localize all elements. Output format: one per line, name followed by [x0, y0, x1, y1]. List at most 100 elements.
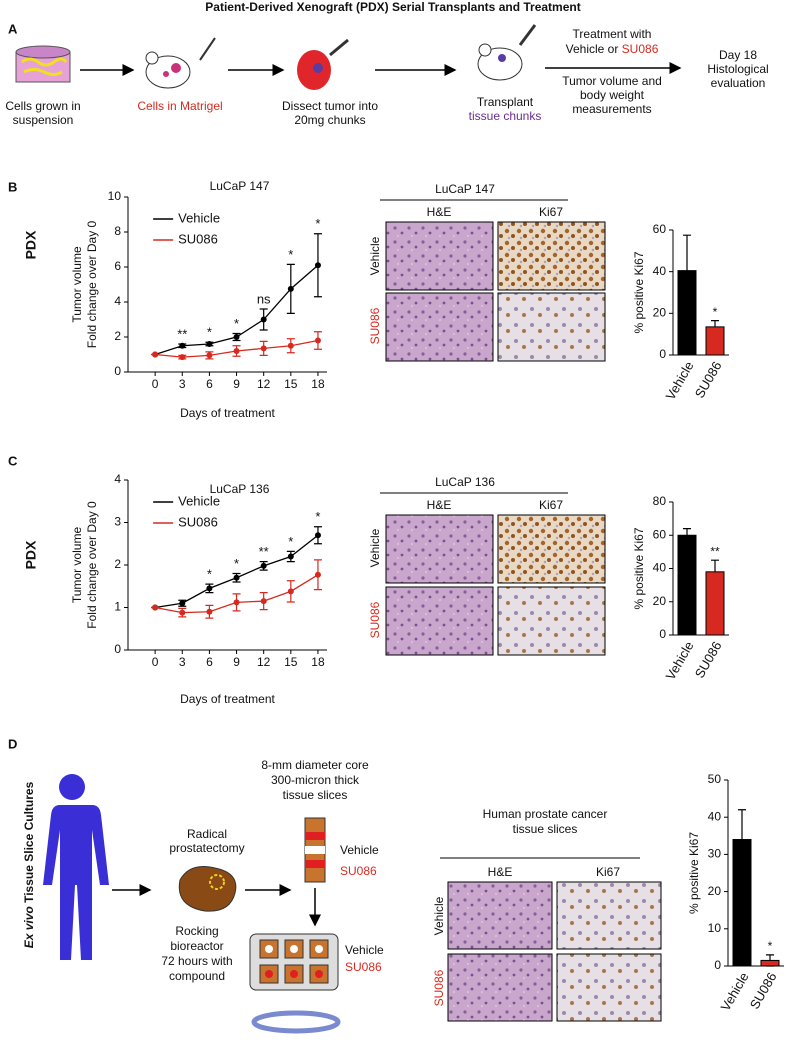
column-label: Ki67 [539, 205, 563, 219]
y-tick-label: 8 [114, 224, 121, 238]
step-text: 300-micron thick [271, 773, 360, 787]
step-text: bioreactor [170, 939, 223, 953]
point [260, 345, 267, 352]
x-tick-label: 3 [179, 377, 186, 391]
point [206, 352, 213, 359]
significance: ns [257, 291, 271, 306]
significance: * [234, 556, 239, 571]
step-text: SU086 [622, 42, 659, 56]
arm-label: Vehicle [345, 943, 384, 957]
bar [677, 270, 697, 356]
point [152, 604, 159, 611]
y-tick-label: 3 [114, 515, 121, 529]
significance: * [713, 305, 718, 319]
step-text: Dissect tumor into [282, 99, 378, 113]
x-tick-label: 15 [284, 655, 298, 669]
chart-title: LuCaP 136 [210, 482, 270, 496]
side-title: Ex vivo [22, 906, 36, 948]
point [260, 562, 267, 569]
point [314, 532, 321, 539]
point [152, 351, 159, 358]
mouse-icon [145, 37, 216, 89]
y-tick-label: 80 [653, 494, 667, 508]
x-tick-label: SU086 [692, 359, 725, 401]
x-tick-label: Vehicle [663, 359, 697, 403]
bar [705, 571, 725, 636]
x-tick-label: Vehicle [718, 970, 752, 1014]
legend-label: Vehicle [178, 210, 220, 225]
y-axis-label: % positive Ki67 [632, 527, 646, 609]
micrograph [497, 221, 606, 291]
step-text: Transplant [477, 95, 534, 109]
point [179, 342, 186, 349]
step-text: measurements [572, 102, 651, 116]
point [287, 588, 294, 595]
step-text: 8-mm diameter core [261, 758, 369, 772]
x-tick-label: 9 [233, 655, 240, 669]
y-tick-label: 40 [708, 809, 722, 823]
bar [705, 326, 725, 356]
y-tick-label: 40 [653, 264, 667, 278]
x-tick-label: 0 [152, 377, 159, 391]
y-axis-label: Fold change over Day 0 [85, 501, 99, 629]
y-axis-label: % positive Ki67 [687, 832, 701, 914]
y-tick-label: 60 [653, 527, 667, 541]
step-text: Rocking [175, 924, 218, 938]
micrograph [447, 881, 553, 950]
panel-label: A [8, 21, 18, 36]
step-text: 20mg chunks [294, 113, 365, 127]
image-title: Human prostate cancer [483, 807, 608, 821]
significance: * [315, 216, 320, 231]
human-icon [43, 774, 109, 960]
point [260, 598, 267, 605]
y-tick-label: 40 [653, 561, 667, 575]
y-tick-label: 0 [114, 642, 121, 656]
significance: ** [259, 544, 269, 559]
image-title: LuCaP 147 [435, 182, 495, 196]
bioreactor-icon [249, 933, 341, 1034]
x-axis-label: Days of treatment [180, 692, 275, 706]
step-text: Histological [707, 62, 768, 76]
chart-title: LuCaP 147 [210, 179, 270, 193]
y-axis-label: Tumor volume [70, 527, 84, 604]
row-label: SU086 [368, 307, 382, 344]
tumor-icon [297, 38, 349, 90]
row-label: Vehicle [368, 528, 382, 567]
x-tick-label: 12 [257, 377, 271, 391]
step-text: Vehicle or [566, 42, 619, 56]
step-text: suspension [13, 113, 74, 127]
column-label: Ki67 [539, 498, 563, 512]
significance: * [288, 534, 293, 549]
point [287, 285, 294, 292]
significance: * [768, 939, 773, 953]
point [260, 316, 267, 323]
point [179, 354, 186, 361]
x-tick-label: 6 [206, 377, 213, 391]
bar [760, 959, 780, 967]
point [206, 341, 213, 347]
point [314, 337, 321, 344]
y-tick-label: 60 [653, 222, 667, 236]
y-tick-label: 6 [114, 259, 121, 273]
x-tick-label: 15 [284, 377, 298, 391]
row-label: SU086 [368, 601, 382, 638]
model-label: PDX [23, 230, 39, 259]
column-label: H&E [488, 865, 513, 879]
x-tick-label: 12 [257, 655, 271, 669]
x-tick-label: 9 [233, 377, 240, 391]
row-label: SU086 [432, 969, 446, 1006]
micrograph [447, 953, 553, 1022]
x-tick-label: Vehicle [663, 639, 697, 683]
point [233, 599, 240, 606]
micrograph [556, 881, 662, 950]
significance: ** [710, 544, 720, 558]
bar [732, 839, 752, 967]
point [287, 342, 294, 349]
micrograph [385, 514, 494, 584]
legend-label: Vehicle [178, 493, 220, 508]
point [179, 600, 186, 607]
point [233, 334, 240, 340]
y-axis-label: Tumor volume [70, 246, 84, 323]
column-label: H&E [427, 498, 452, 512]
micrograph [497, 292, 606, 362]
